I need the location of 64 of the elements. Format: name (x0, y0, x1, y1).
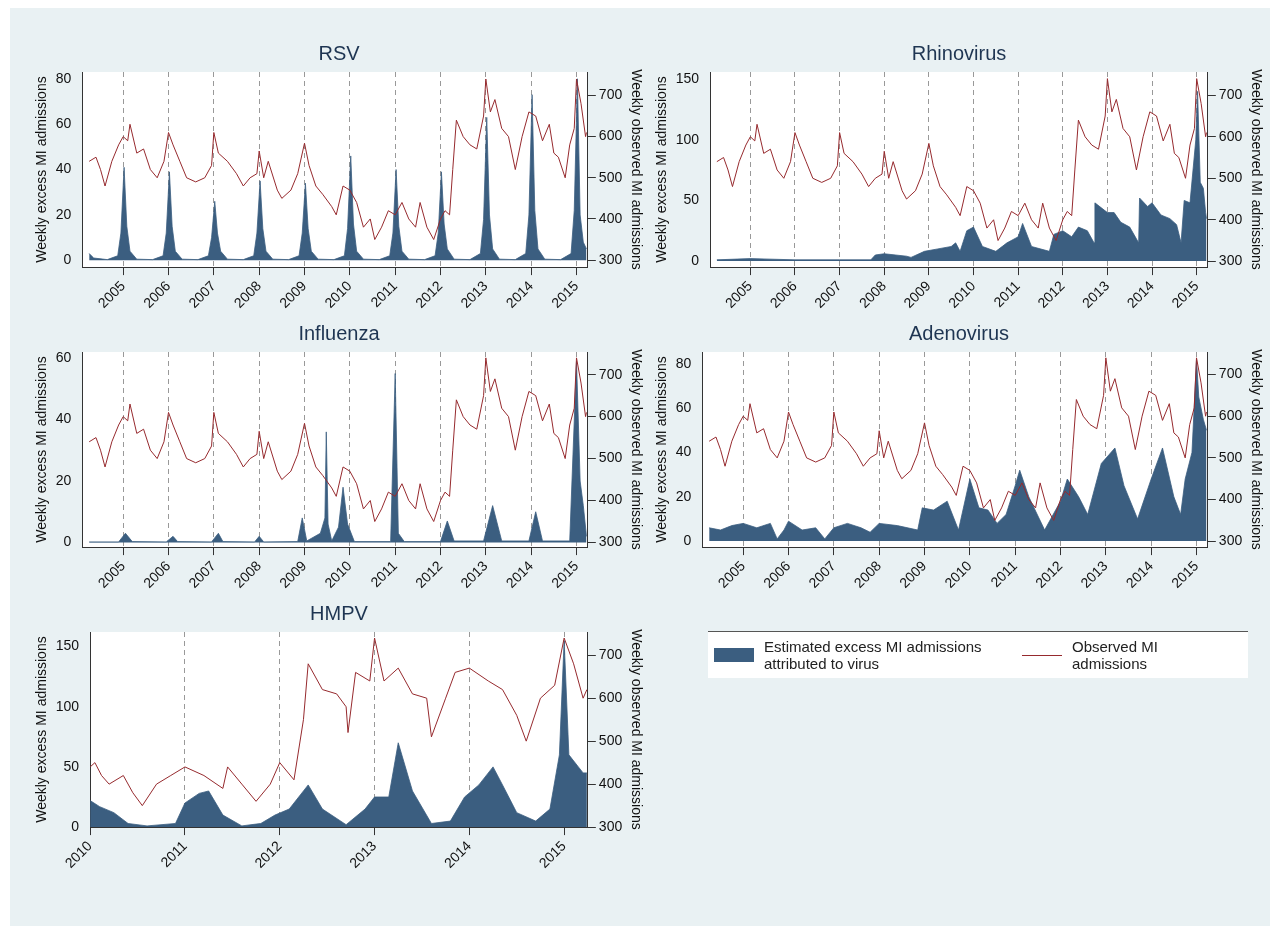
y2-tick-label: 400 (598, 209, 623, 226)
y-tick-label: 40 (675, 443, 692, 460)
y2-tick-label: 700 (598, 365, 623, 382)
y2-tick-label: 700 (1218, 86, 1243, 103)
y2-axis-title: Weekly observed MI admissions (628, 69, 645, 270)
y-axis-title: Weekly excess MI admissions (33, 76, 50, 263)
chart-title: Rhinovirus (911, 41, 1007, 64)
y2-tick-label: 400 (598, 491, 623, 508)
legend-label: Observed MI admissions (1072, 638, 1159, 672)
y2-tick-label: 500 (598, 168, 623, 185)
y2-tick-label: 600 (1218, 407, 1243, 424)
y2-tick-label: 700 (1218, 365, 1243, 382)
y-tick-label: 0 (71, 817, 80, 834)
y2-axis-title: Weekly observed MI admissions (628, 349, 645, 550)
y2-tick-label: 500 (598, 449, 623, 466)
y2-tick-label: 700 (598, 646, 623, 663)
chart-title: Adenovirus (908, 321, 1010, 344)
y2-tick-label: 300 (1218, 532, 1243, 549)
chart-title: Influenza (298, 321, 381, 344)
y2-tick-label: 300 (598, 250, 623, 267)
y-tick-label: 100 (55, 697, 80, 714)
y-tick-label: 80 (55, 69, 72, 86)
y2-tick-label: 500 (1218, 169, 1243, 186)
y2-tick-label: 600 (1218, 127, 1243, 144)
y-tick-label: 0 (691, 251, 700, 268)
y2-tick-label: 600 (598, 127, 623, 144)
y-axis-title: Weekly excess MI admissions (33, 636, 50, 823)
y-tick-label: 40 (55, 410, 72, 427)
y-tick-label: 20 (55, 205, 72, 222)
y2-tick-label: 300 (598, 533, 623, 550)
y-axis-title: Weekly excess MI admissions (33, 356, 50, 543)
y-tick-label: 150 (55, 637, 80, 654)
y2-tick-label: 600 (598, 689, 623, 706)
chart-title: HMPV (310, 601, 369, 624)
y2-tick-label: 300 (598, 817, 623, 834)
y-axis-title: Weekly excess MI admissions (653, 356, 670, 543)
y-tick-label: 0 (63, 533, 72, 550)
y2-tick-label: 400 (1218, 490, 1243, 507)
y2-tick-label: 500 (598, 732, 623, 749)
chart-title: RSV (318, 41, 361, 64)
y-tick-label: 60 (675, 398, 692, 415)
y-tick-label: 100 (675, 130, 700, 147)
y2-tick-label: 500 (1218, 448, 1243, 465)
legend-label: Estimated excess MI admissions attributed to virus (764, 638, 983, 672)
y-tick-label: 50 (63, 757, 80, 774)
y2-tick-label: 400 (1218, 210, 1243, 227)
y-tick-label: 40 (55, 160, 72, 177)
y-tick-label: 50 (683, 191, 700, 208)
y-tick-label: 150 (675, 70, 700, 87)
y2-axis-title: Weekly observed MI admissions (1248, 69, 1265, 270)
y2-axis-title: Weekly observed MI admissions (628, 629, 645, 830)
y-tick-label: 20 (675, 487, 692, 504)
y-tick-label: 20 (55, 471, 72, 488)
y-axis-title: Weekly excess MI admissions (653, 76, 670, 263)
y-tick-label: 60 (55, 349, 72, 365)
y2-axis-title: Weekly observed MI admissions (1248, 349, 1265, 550)
y2-tick-label: 700 (598, 86, 623, 103)
y2-tick-label: 400 (598, 774, 623, 791)
y2-tick-label: 300 (1218, 252, 1243, 269)
y-tick-label: 0 (63, 251, 72, 268)
y-tick-label: 0 (683, 531, 692, 548)
y-tick-label: 80 (675, 354, 692, 371)
y2-tick-label: 600 (598, 407, 623, 424)
y-tick-label: 60 (55, 115, 72, 132)
